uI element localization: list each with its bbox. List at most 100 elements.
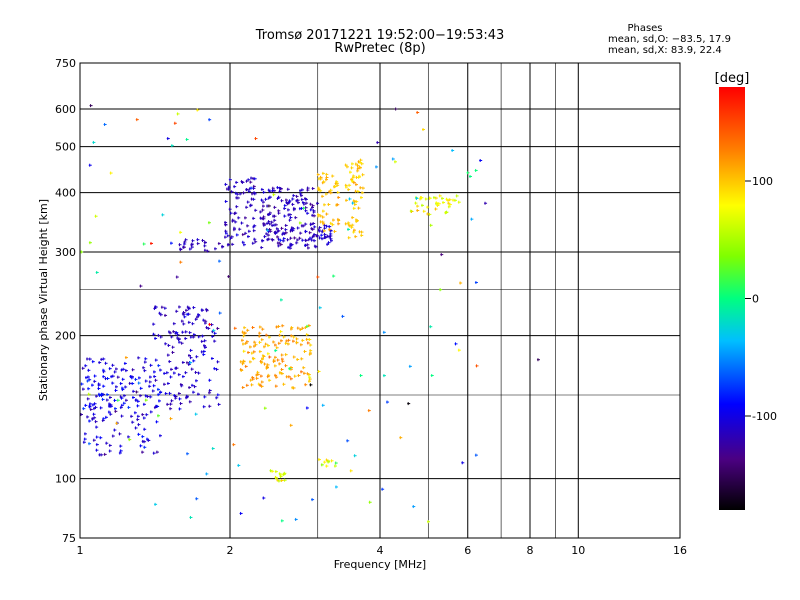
data-point [204, 321, 208, 325]
data-point [191, 322, 195, 326]
data-point [296, 226, 300, 230]
data-point [299, 189, 303, 193]
data-point [382, 374, 386, 378]
data-point [245, 205, 249, 209]
data-point [213, 367, 217, 371]
data-point [302, 366, 306, 370]
data-point [412, 505, 416, 509]
data-point [357, 160, 361, 164]
data-point [279, 238, 283, 242]
data-point [292, 206, 296, 210]
data-point [80, 413, 83, 417]
data-point [139, 284, 143, 288]
data-point [119, 395, 123, 399]
data-point [305, 337, 309, 341]
data-point [334, 461, 338, 465]
data-point [299, 328, 303, 332]
data-point [336, 190, 340, 194]
data-point [266, 363, 270, 367]
data-point [231, 219, 235, 223]
data-point [174, 395, 178, 399]
data-point [190, 367, 194, 371]
data-point [95, 394, 99, 398]
data-point [236, 192, 240, 196]
data-point [475, 364, 479, 368]
data-point [250, 186, 254, 190]
data-point [335, 485, 339, 489]
data-point [360, 230, 364, 234]
data-point [154, 336, 158, 340]
data-point [309, 202, 313, 206]
data-point [306, 211, 310, 215]
data-point [167, 330, 171, 334]
data-point [309, 223, 313, 227]
colorbar-tick-label: 100 [752, 175, 773, 188]
data-point [351, 201, 355, 205]
data-point [215, 396, 219, 400]
data-point [169, 331, 173, 335]
data-point [330, 239, 334, 243]
data-point [308, 377, 312, 381]
data-point [420, 203, 424, 207]
data-point [267, 204, 271, 208]
data-point [359, 374, 363, 378]
data-point [195, 315, 199, 319]
data-point [311, 204, 315, 208]
data-point [235, 180, 239, 184]
data-point [197, 371, 201, 375]
data-point [361, 186, 365, 190]
data-point [474, 168, 478, 172]
data-point [335, 181, 339, 185]
data-point [353, 203, 357, 207]
data-point [172, 322, 176, 326]
data-point [252, 229, 256, 233]
data-point [237, 463, 241, 467]
data-point [419, 197, 423, 201]
data-point [258, 340, 262, 344]
data-point [87, 375, 91, 379]
data-point [218, 259, 222, 263]
data-point [184, 330, 188, 334]
data-point [120, 368, 124, 372]
data-point [354, 162, 358, 166]
data-point [173, 121, 177, 125]
data-point [327, 202, 331, 206]
data-point [237, 216, 241, 220]
data-point [100, 357, 104, 361]
data-point [261, 204, 265, 208]
data-point [200, 339, 204, 343]
data-point [287, 338, 291, 342]
data-point [201, 334, 205, 338]
data-point [263, 345, 267, 349]
data-point [283, 478, 287, 482]
data-point [163, 382, 167, 386]
data-point [233, 212, 237, 216]
data-point [233, 226, 237, 230]
data-point [213, 331, 217, 335]
data-point [137, 356, 141, 360]
data-point [249, 378, 253, 382]
data-point [228, 178, 232, 182]
data-point [127, 435, 131, 439]
data-point [316, 234, 320, 238]
data-point [278, 371, 282, 375]
data-point [130, 376, 134, 380]
data-point [308, 231, 312, 235]
data-point [124, 369, 128, 373]
data-point [88, 357, 92, 361]
data-point [347, 227, 351, 231]
data-point [279, 330, 283, 334]
data-point [267, 230, 271, 234]
data-point [408, 364, 412, 368]
data-point [271, 189, 275, 193]
data-point [268, 222, 272, 226]
data-point [479, 158, 483, 162]
data-point [120, 396, 124, 400]
data-point [309, 343, 313, 347]
data-point [84, 403, 88, 407]
data-point [302, 206, 306, 210]
data-point [248, 360, 252, 364]
data-point [447, 201, 451, 205]
data-point [250, 351, 254, 355]
data-point [111, 381, 115, 385]
